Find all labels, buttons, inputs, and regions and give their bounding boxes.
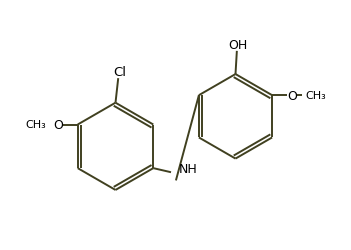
Text: CH₃: CH₃ bbox=[305, 91, 326, 101]
Text: CH₃: CH₃ bbox=[25, 120, 46, 130]
Text: O: O bbox=[53, 118, 63, 132]
Text: NH: NH bbox=[179, 162, 197, 175]
Text: Cl: Cl bbox=[113, 66, 126, 78]
Text: OH: OH bbox=[228, 39, 247, 52]
Text: O: O bbox=[287, 89, 297, 102]
